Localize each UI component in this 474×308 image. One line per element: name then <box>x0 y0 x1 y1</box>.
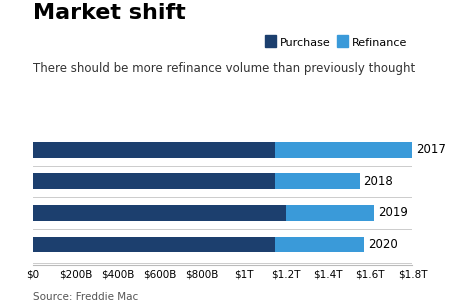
Bar <box>275 237 364 252</box>
Text: There should be more refinance volume than previously thought: There should be more refinance volume th… <box>33 62 415 75</box>
Bar <box>33 173 275 189</box>
Bar <box>33 205 286 221</box>
Legend: Purchase, Refinance: Purchase, Refinance <box>265 37 407 48</box>
Bar <box>275 142 412 158</box>
Text: 2019: 2019 <box>378 206 408 219</box>
Text: 2020: 2020 <box>368 238 398 251</box>
Bar <box>33 142 275 158</box>
Bar <box>275 173 360 189</box>
Text: 2018: 2018 <box>364 175 393 188</box>
Bar <box>286 205 374 221</box>
Text: 2017: 2017 <box>416 143 446 156</box>
Bar <box>33 237 275 252</box>
Text: Market shift: Market shift <box>33 3 186 23</box>
Text: Source: Freddie Mac: Source: Freddie Mac <box>33 292 138 302</box>
